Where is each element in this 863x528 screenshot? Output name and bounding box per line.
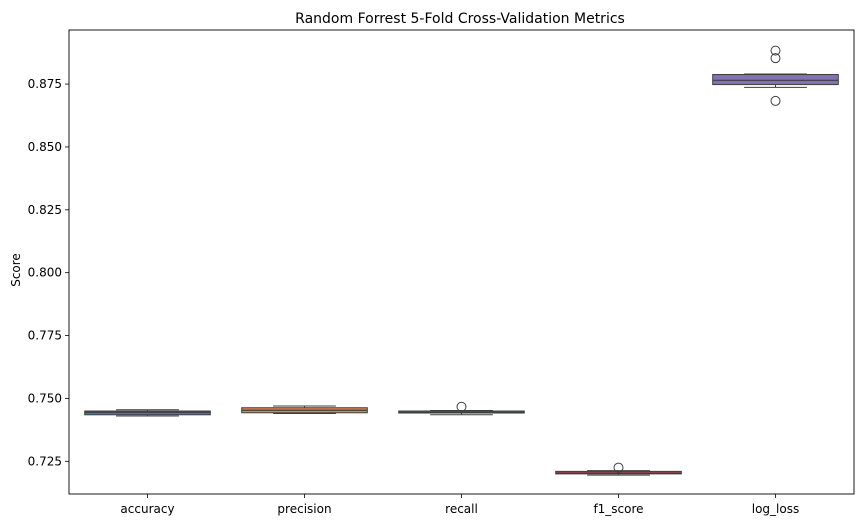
box-f1_score: [555, 462, 682, 476]
chart-title: Random Forrest 5-Fold Cross-Validation M…: [295, 11, 625, 27]
plot-frame: [68, 29, 855, 495]
box-body: [84, 410, 211, 416]
x-tick-label: precision: [277, 502, 331, 516]
plot-area: 0.725 0.750 0.775 0.800 0.825 0.850 0.875 accur…: [28, 45, 839, 516]
x-tick-label: accuracy: [120, 502, 174, 516]
box-body: [712, 74, 839, 86]
y-tick-label: 0.875: [28, 77, 62, 91]
box-accuracy: [84, 409, 211, 417]
x-tick-label: recall: [445, 502, 478, 516]
y-tick-label: 0.800: [28, 266, 62, 280]
y-tick-label: 0.825: [28, 203, 62, 217]
y-tick-label: 0.725: [28, 454, 62, 468]
x-tick-label: log_loss: [752, 502, 799, 516]
outlier-point: [770, 95, 781, 106]
box-log_loss: [712, 45, 839, 106]
y-tick-label: 0.775: [28, 329, 62, 343]
y-tick-label: 0.850: [28, 140, 62, 154]
outlier-point: [613, 462, 624, 473]
y-axis-label: Score: [9, 253, 23, 287]
outlier-point: [770, 45, 781, 56]
y-tick-label: 0.750: [28, 391, 62, 405]
box-recall: [398, 401, 525, 416]
box-precision: [241, 405, 368, 415]
x-tick-label: f1_score: [593, 502, 643, 516]
outlier-point: [456, 401, 467, 412]
outlier-point: [770, 53, 781, 64]
